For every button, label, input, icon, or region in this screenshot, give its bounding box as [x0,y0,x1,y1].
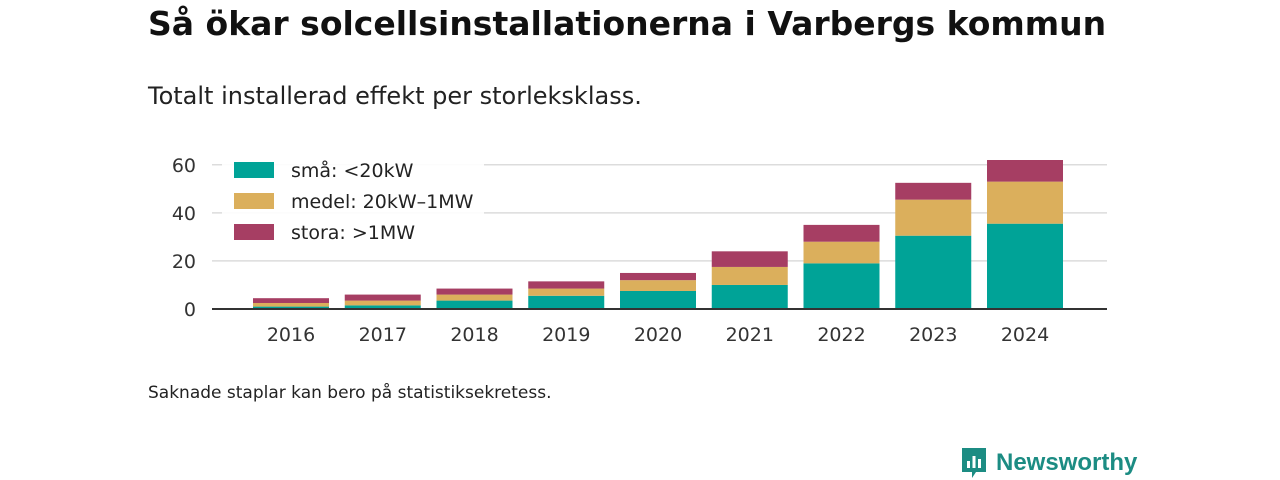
axes: 0 20 40 60 2016 2017 2018 2019 2020 2021 2022 2023 2… [172,155,1107,346]
bar-segment [803,241,880,264]
y-tick-label: 60 [172,155,196,177]
y-tick-label: 0 [184,299,196,321]
bar-segment [987,181,1063,224]
x-tick-label: 2021 [726,324,774,346]
bar-segment [253,298,329,303]
bar-segment [344,300,421,306]
legend-label: stora: >1MW [291,222,415,244]
x-tick-label: 2023 [909,324,957,346]
bar-segment [803,263,880,309]
legend-label: medel: 20kW–1MW [291,191,474,213]
bars [253,160,1063,309]
bar-segment [528,288,605,296]
bar-segment [253,302,329,307]
bar-segment [803,224,880,242]
x-tick-label: 2016 [267,324,315,346]
x-tick-label: 2020 [634,324,682,346]
bar-segment [253,306,329,309]
x-tick-label: 2018 [450,324,498,346]
bar-segment [436,300,513,309]
bar-segment [895,182,972,200]
bar-segment [620,272,696,281]
bar-segment [528,295,605,309]
legend-swatch [234,193,274,209]
bar-segment [895,199,972,236]
bar-segment [895,235,972,309]
bar-segment [620,290,696,309]
x-tick-label: 2022 [817,324,865,346]
y-tick-label: 40 [172,203,196,225]
x-tick-label: 2019 [542,324,590,346]
bar-segment [436,294,513,301]
legend: små: <20kW medel: 20kW–1MW stora: >1MW [222,156,484,248]
bar-segment [344,305,421,309]
x-tick-label: 2017 [359,324,407,346]
newsworthy-logo-text: Newsworthy [996,449,1138,476]
legend-label: små: <20kW [291,159,414,182]
x-tick-label: 2024 [1001,324,1049,346]
legend-swatch [234,162,274,178]
chart-subtitle: Totalt installerad effekt per storlekskl… [148,82,642,110]
chart-title: Så ökar solcellsinstallationerna i Varbe… [148,4,1107,43]
bar-segment [528,281,605,289]
bar-segment [344,294,421,301]
bar-segment [987,223,1063,309]
bar-segment [436,288,513,295]
footnote: Saknade staplar kan bero på statistiksek… [148,383,552,403]
bar-segment [620,280,696,291]
bar-segment [987,160,1063,182]
newsworthy-logo-icon [962,448,986,478]
bar-segment [711,266,788,285]
legend-swatch [234,224,274,240]
bar-segment [711,284,788,309]
newsworthy-logo: Newsworthy [960,446,1137,480]
y-tick-label: 20 [172,251,196,273]
bar-segment [711,251,788,267]
